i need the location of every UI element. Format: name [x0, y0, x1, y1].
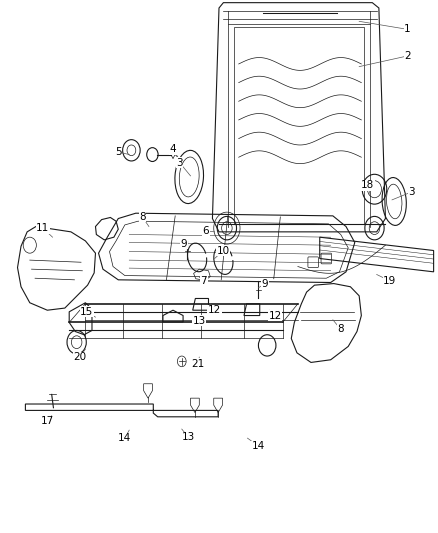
Text: 12: 12 — [268, 311, 282, 320]
Text: 10: 10 — [217, 246, 230, 255]
Text: 13: 13 — [193, 316, 206, 326]
Text: 3: 3 — [408, 187, 415, 197]
Text: 20: 20 — [73, 352, 86, 362]
Text: 9: 9 — [261, 279, 268, 288]
Text: 21: 21 — [191, 359, 205, 368]
Text: 7: 7 — [200, 276, 207, 286]
Text: 1: 1 — [404, 25, 411, 34]
Text: 12: 12 — [208, 305, 221, 315]
Text: 14: 14 — [252, 441, 265, 451]
Text: 11: 11 — [36, 223, 49, 233]
Text: 19: 19 — [383, 276, 396, 286]
Text: 4: 4 — [170, 144, 177, 154]
Text: 18: 18 — [361, 181, 374, 190]
Text: 14: 14 — [118, 433, 131, 443]
Text: 9: 9 — [180, 239, 187, 248]
Text: 15: 15 — [80, 307, 93, 317]
Text: 6: 6 — [202, 226, 209, 236]
Text: 8: 8 — [337, 325, 344, 334]
Text: 3: 3 — [176, 158, 183, 167]
Text: 2: 2 — [404, 51, 411, 61]
Text: 8: 8 — [139, 212, 146, 222]
Text: 17: 17 — [41, 416, 54, 426]
Text: 5: 5 — [115, 147, 122, 157]
Text: 13: 13 — [182, 432, 195, 442]
